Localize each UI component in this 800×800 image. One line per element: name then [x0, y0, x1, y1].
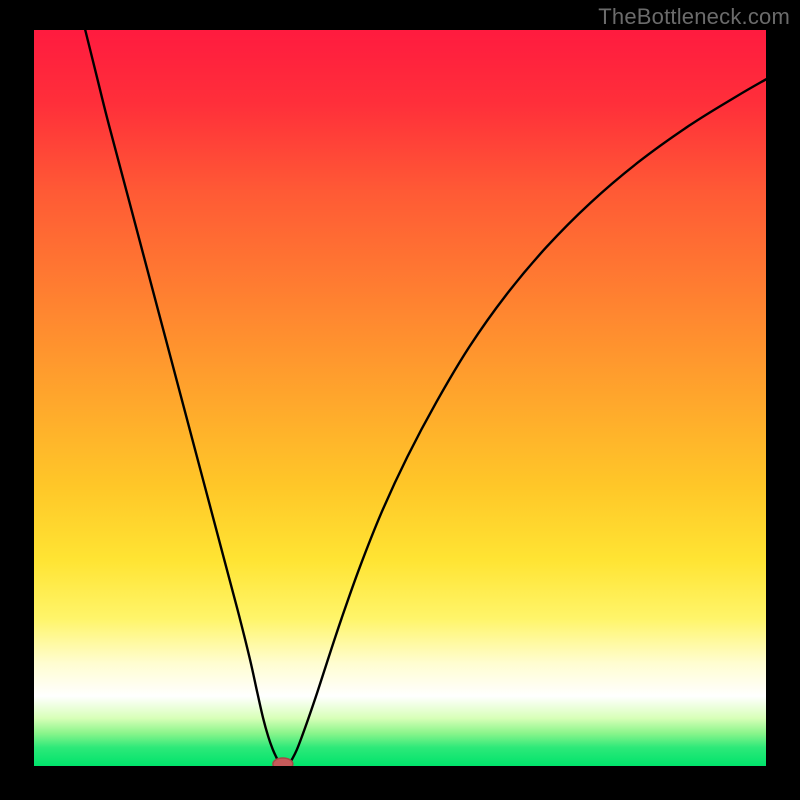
chart-frame: TheBottleneck.com: [0, 0, 800, 800]
optimum-marker: [273, 758, 293, 766]
plot-area: [34, 30, 766, 766]
gradient-background: [34, 30, 766, 766]
watermark-text: TheBottleneck.com: [598, 4, 790, 30]
chart-svg: [34, 30, 766, 766]
